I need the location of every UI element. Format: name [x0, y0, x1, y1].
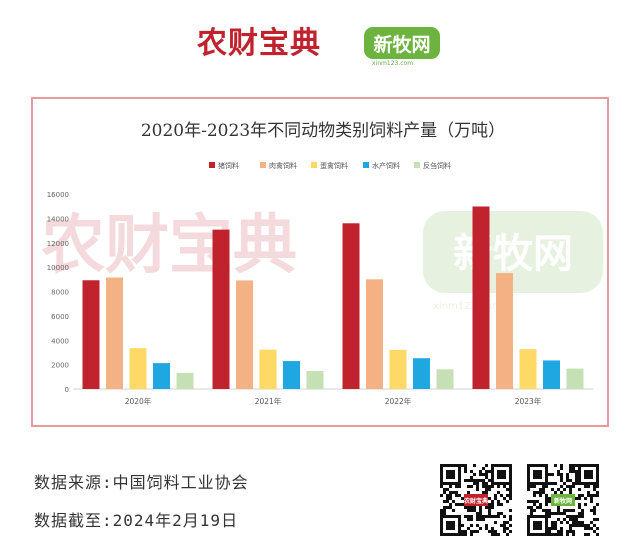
- brand-logo-nongcai: 农财宝典: [197, 26, 321, 61]
- bar-1-4: [306, 370, 324, 389]
- bar-1-1: [236, 280, 253, 389]
- footer-source: 数据来源:中国饲料工业协会: [34, 473, 249, 492]
- bar-3-1: [496, 273, 513, 389]
- legend: 猪饲料 肉禽饲料 蛋禽饲料 水产饲料 反刍饲料: [209, 161, 451, 170]
- x-tick-label: 2022年: [385, 396, 412, 406]
- brand-url: xinm123.com: [372, 60, 414, 67]
- chart-frame: 农财宝典 新牧网 xinm123.com 2020年-2023年不同动物类别饲料…: [31, 97, 609, 427]
- y-tick-label: 16000: [47, 191, 69, 199]
- legend-label-4: 反刍饲料: [423, 161, 451, 170]
- bar-3-2: [519, 349, 537, 389]
- y-tick-label: 10000: [47, 264, 69, 272]
- x-tick-label: 2020年: [125, 396, 152, 406]
- watermark-url: xinm123.com: [433, 301, 501, 312]
- bar-0-4: [176, 372, 194, 389]
- legend-swatch-1: [260, 162, 266, 168]
- x-tick-label: 2023年: [515, 396, 542, 406]
- bar-1-3: [283, 361, 300, 389]
- bar-3-4: [566, 368, 584, 389]
- y-tick-label: 8000: [51, 289, 69, 297]
- brand-logo-xinmu: 新牧网: [364, 27, 440, 59]
- bar-0-0: [82, 280, 100, 389]
- bar-3-0: [472, 206, 490, 389]
- y-tick-label: 6000: [51, 313, 69, 321]
- legend-swatch-4: [414, 162, 420, 168]
- x-tick-label: 2021年: [255, 396, 282, 406]
- bar-2-0: [342, 223, 360, 389]
- y-tick-label: 0: [65, 386, 69, 394]
- legend-label-0: 猪饲料: [218, 161, 239, 170]
- bar-0-1: [106, 277, 123, 389]
- bar-2-3: [413, 358, 430, 389]
- chart-title: 2020年-2023年不同动物类别饲料产量（万吨）: [141, 121, 505, 141]
- bar-1-2: [259, 349, 277, 389]
- bar-3-3: [543, 360, 560, 389]
- bar-1-0: [212, 229, 230, 389]
- y-tick-label: 4000: [51, 337, 69, 345]
- bar-0-2: [129, 348, 147, 389]
- svg-text:新牧网: 新牧网: [554, 497, 572, 505]
- legend-label-3: 水产饲料: [372, 161, 400, 170]
- bar-2-4: [436, 369, 454, 389]
- y-tick-label: 14000: [47, 215, 69, 223]
- bar-2-1: [366, 279, 383, 389]
- feed-production-chart: 农财宝典 新牧网 xinm123.com 2020年-2023年不同动物类别饲料…: [41, 121, 603, 406]
- bars: 2020年 2021年 2022年 2023年: [82, 206, 584, 406]
- legend-label-1: 肉禽饲料: [269, 161, 297, 170]
- y-tick-label: 2000: [51, 362, 69, 370]
- header: 农财宝典 新牧网 xinm123.com: [0, 0, 640, 80]
- qr-code-xinmu[interactable]: 新牧网: [527, 464, 599, 536]
- bar-0-3: [153, 363, 170, 389]
- watermark-right-text: 新牧网: [453, 231, 573, 277]
- bar-2-2: [389, 349, 407, 389]
- y-tick-label: 12000: [47, 240, 69, 248]
- legend-swatch-2: [311, 162, 317, 168]
- qr-code-nongcai[interactable]: 农财宝典: [440, 464, 512, 536]
- watermark-right-badge: [423, 211, 603, 293]
- watermark: 农财宝典 新牧网 xinm123.com: [41, 209, 603, 312]
- legend-label-2: 蛋禽饲料: [320, 161, 348, 170]
- legend-swatch-3: [363, 162, 369, 168]
- svg-text:农财宝典: 农财宝典: [463, 497, 488, 505]
- legend-swatch-0: [209, 162, 215, 168]
- footer-date: 数据截至:2024年2月19日: [34, 511, 239, 530]
- watermark-left-text: 农财宝典: [41, 209, 297, 283]
